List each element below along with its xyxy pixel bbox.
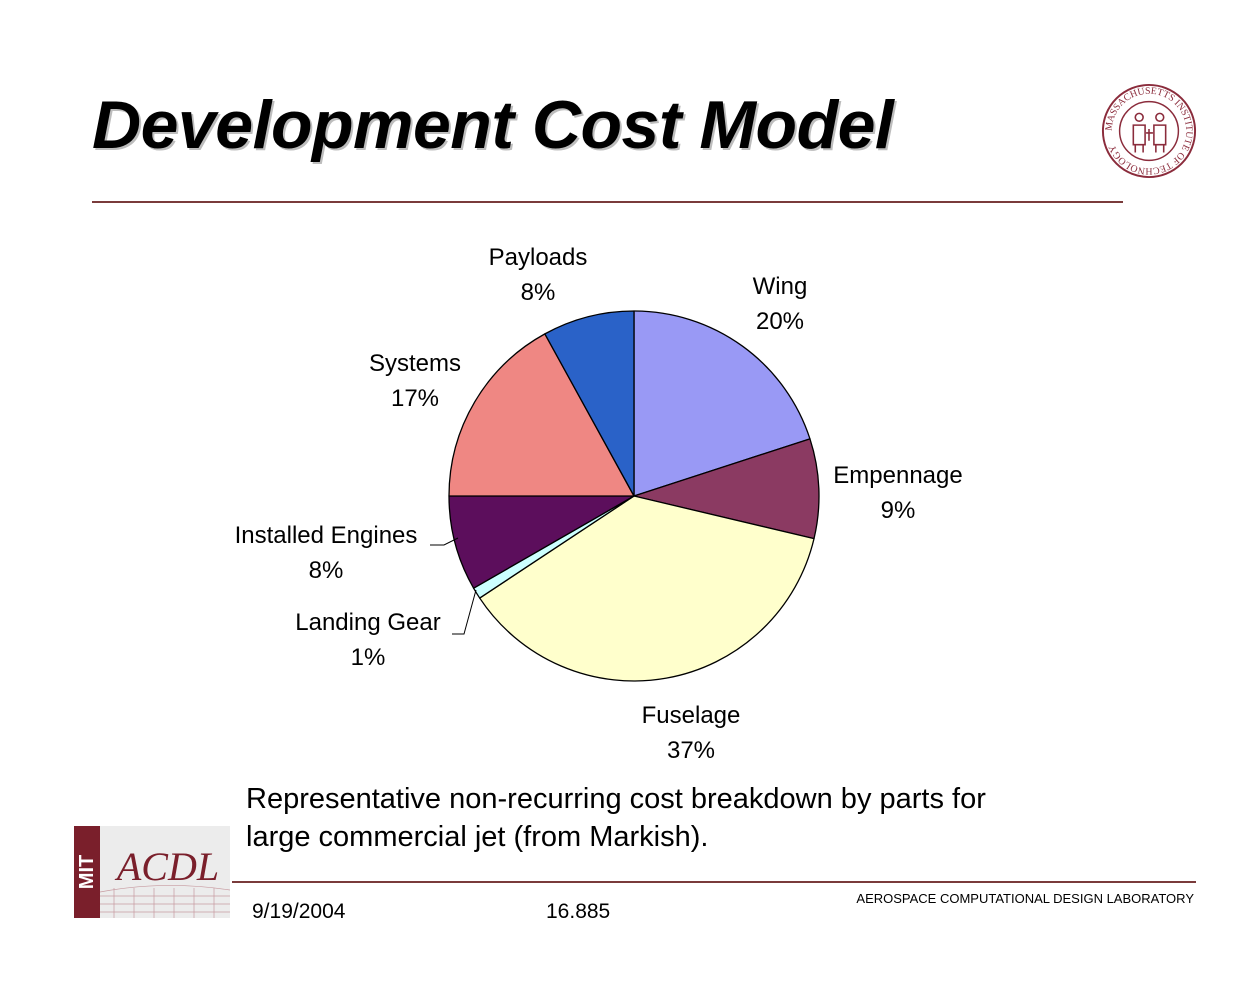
- slice-label-systems: Systems: [369, 350, 461, 377]
- slice-percent-installed-engines: 8%: [309, 557, 344, 584]
- slice-label-wing: Wing: [753, 273, 808, 300]
- slice-percent-fuselage: 37%: [667, 737, 715, 764]
- pie-slice-wing: [633, 310, 811, 497]
- slice-label-installed-engines: Installed Engines: [235, 522, 418, 549]
- leader-line-landing-gear: [452, 589, 477, 635]
- logo-acdl-text: ACDL: [114, 844, 219, 889]
- slice-percent-empennage: 9%: [881, 497, 916, 524]
- pie-slices: [448, 310, 820, 682]
- slice-label-fuselage: Fuselage: [642, 702, 741, 729]
- footer-date: 9/19/2004: [252, 900, 346, 923]
- slice-percent-wing: 20%: [756, 308, 804, 335]
- mit-seal-icon: MASSACHUSETTS INSTITUTE OF TECHNOLOGY: [1101, 83, 1197, 179]
- pie-labels: Wing 20% Empennage 9% Fuselage 37% Landing Gea…: [235, 244, 963, 764]
- slice-label-landing-gear: Landing Gear: [295, 609, 440, 636]
- slice-label-payloads: Payloads: [489, 244, 588, 271]
- slice-percent-payloads: 8%: [521, 279, 556, 306]
- footer-lab-name: AEROSPACE COMPUTATIONAL DESIGN LABORATOR…: [856, 891, 1194, 906]
- slice-percent-landing-gear: 1%: [351, 644, 386, 671]
- pie-slice-systems: [448, 333, 635, 497]
- title-divider: [92, 201, 1123, 203]
- slice-label-empennage: Empennage: [833, 462, 962, 489]
- slice-percent-systems: 17%: [391, 385, 439, 412]
- pie-slice-payloads: [544, 310, 635, 497]
- slide-title: Development Cost Model: [92, 87, 894, 163]
- pie-slice-fuselage: [479, 495, 815, 682]
- footer-divider: [232, 881, 1196, 883]
- logo-mit-text: MIT: [76, 855, 98, 889]
- pie-slice-installed-engines: [448, 495, 635, 589]
- chart-caption: Representative non-recurring cost breakd…: [246, 783, 986, 853]
- leader-line-installed-engines: [430, 537, 459, 546]
- pie-slice-empennage: [633, 438, 820, 540]
- pie-leader-lines: [430, 537, 477, 635]
- acdl-logo-icon: MIT ACDL: [74, 826, 230, 918]
- footer-course-number: 16.885: [546, 900, 611, 923]
